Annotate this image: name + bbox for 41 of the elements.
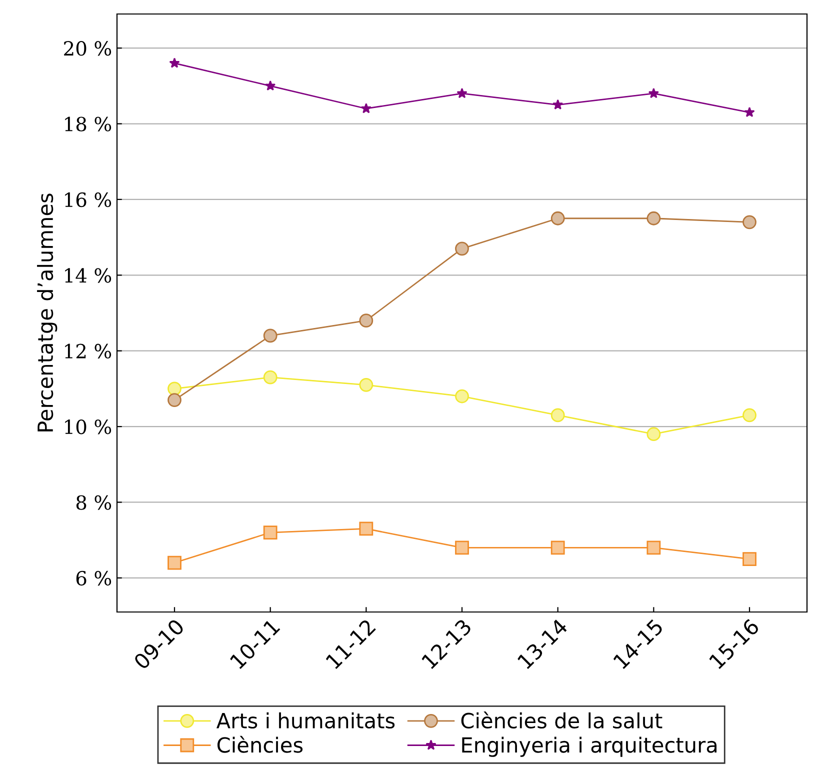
point: [648, 88, 659, 98]
point: [456, 88, 468, 98]
point: [646, 540, 661, 555]
point: [455, 242, 469, 256]
y-tick-label: 20 %: [64, 41, 112, 56]
point: [744, 106, 755, 118]
point: [359, 314, 374, 328]
point: [742, 408, 756, 422]
point: [550, 540, 565, 555]
point: [168, 393, 182, 407]
y-axis-title: Percentatge d’alumnes: [37, 194, 58, 432]
point: [550, 408, 565, 422]
point: [168, 382, 182, 396]
point: [360, 103, 372, 114]
point: [359, 522, 374, 536]
legend-label: Ciències: [217, 736, 303, 753]
y-tick-label: 12 %: [65, 344, 112, 359]
point: [742, 215, 756, 230]
point: [359, 378, 374, 392]
point: [455, 389, 469, 404]
y-tick-label: 16 %: [65, 192, 112, 208]
y-tick-label: 6 %: [76, 570, 112, 586]
point: [169, 58, 180, 68]
y-tick-label: 10 %: [65, 420, 112, 434]
y-tick-label: 18 %: [65, 116, 112, 132]
point: [168, 556, 182, 570]
point: [265, 80, 276, 91]
point: [263, 526, 278, 540]
point: [263, 328, 278, 343]
point: [646, 427, 661, 442]
legend-label: Arts i humanitats: [216, 712, 395, 729]
legend-label: Enginyeria i arquitectura: [462, 736, 716, 757]
point: [550, 211, 565, 226]
point: [263, 370, 278, 384]
point: [646, 211, 661, 226]
y-tick-label: 14 %: [65, 268, 112, 283]
point: [552, 99, 564, 110]
point: [742, 552, 756, 566]
y-tick-label: 8 %: [76, 495, 112, 510]
point: [455, 540, 469, 555]
legend-label: Ciències de la salut: [461, 712, 662, 729]
